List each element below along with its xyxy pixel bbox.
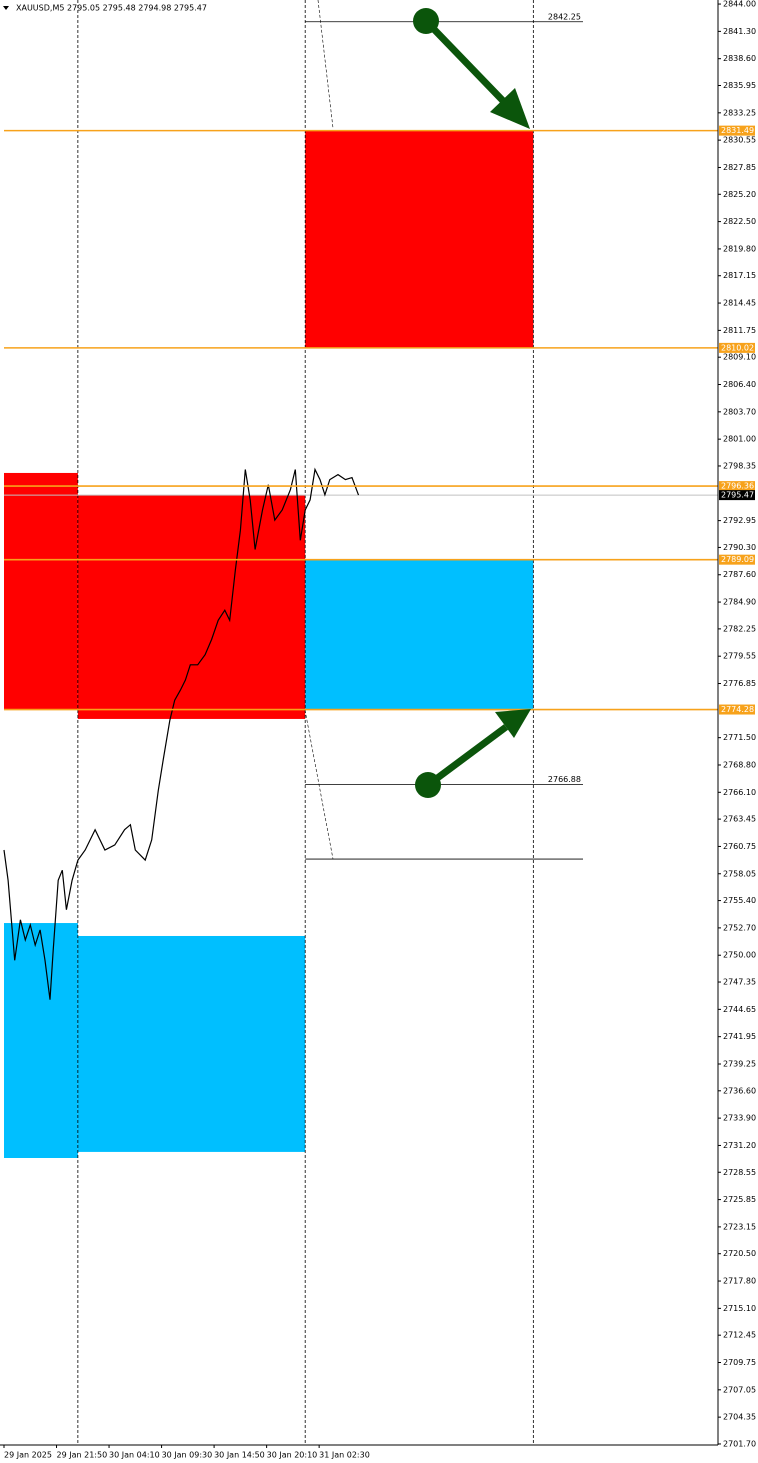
y-tick-label: 2728.55: [723, 1168, 756, 1177]
y-tick-label: 2715.10: [723, 1304, 756, 1313]
y-tick-label: 2803.70: [723, 407, 756, 416]
y-tick-label: 2720.50: [723, 1249, 756, 1258]
y-tick-label: 2768.80: [723, 760, 756, 769]
y-tick-label: 2741.95: [723, 1032, 756, 1041]
level-label-box: [719, 481, 755, 492]
y-tick-label: 2835.95: [723, 81, 756, 90]
x-tick-label: 30 Jan 09:30: [162, 1451, 213, 1460]
y-tick-label: 2790.30: [723, 543, 756, 552]
price-axis-bg: [718, 0, 758, 1463]
arrow-dot: [413, 8, 439, 34]
current-price-label: 2795.47: [721, 491, 754, 500]
level-label-box: [719, 554, 755, 565]
zone: [305, 130, 534, 348]
y-tick-label: 2717.80: [723, 1277, 756, 1286]
y-tick-label: 2704.35: [723, 1413, 756, 1422]
x-tick-label: 30 Jan 04:10: [109, 1451, 160, 1460]
arrow-head: [495, 709, 531, 738]
level-label: 2810.02: [721, 343, 754, 352]
x-tick-label: 30 Jan 14:50: [214, 1451, 265, 1460]
y-tick-label: 2801.00: [723, 435, 756, 444]
target-label: 2842.25: [548, 12, 581, 21]
y-tick-label: 2736.60: [723, 1086, 756, 1095]
y-tick-label: 2792.95: [723, 516, 756, 525]
y-tick-label: 2771.50: [723, 733, 756, 742]
y-tick-label: 2750.00: [723, 951, 756, 960]
y-tick-label: 2752.70: [723, 923, 756, 932]
chart-title: XAUUSD,M5 2795.05 2795.48 2794.98 2795.4…: [16, 4, 207, 13]
y-tick-label: 2776.85: [723, 679, 756, 688]
y-tick-label: 2725.85: [723, 1195, 756, 1204]
level-label: 2789.09: [721, 555, 754, 564]
arrow-shaft: [423, 18, 511, 109]
y-tick-label: 2825.20: [723, 190, 756, 199]
y-tick-label: 2817.15: [723, 271, 756, 280]
y-tick-label: 2809.10: [723, 353, 756, 362]
y-tick-label: 2811.75: [723, 326, 756, 335]
y-tick-label: 2758.05: [723, 869, 756, 878]
y-tick-label: 2830.55: [723, 136, 756, 145]
y-tick-label: 2782.25: [723, 624, 756, 633]
trade-arrows: [413, 8, 531, 798]
zone: [4, 472, 78, 710]
y-tick-label: 2784.90: [723, 598, 756, 607]
y-tick-label: 2733.90: [723, 1114, 756, 1123]
zone: [77, 495, 306, 719]
x-tick-label: 31 Jan 02:30: [319, 1451, 370, 1460]
y-tick-label: 2739.25: [723, 1059, 756, 1068]
target-label: 2766.88: [548, 775, 581, 784]
current-price-box: [719, 490, 755, 501]
x-tick-label: 29 Jan 2025: [4, 1451, 52, 1460]
y-tick-label: 2766.10: [723, 788, 756, 797]
y-tick-label: 2709.75: [723, 1358, 756, 1367]
arrow-shaft: [425, 724, 509, 788]
y-tick-label: 2844.00: [723, 0, 756, 9]
level-label-box: [719, 125, 755, 136]
y-tick-label: 2760.75: [723, 842, 756, 851]
y-tick-label: 2819.80: [723, 244, 756, 253]
zone: [305, 559, 534, 710]
zone: [4, 923, 78, 1158]
level-label-box: [719, 342, 755, 353]
y-tick-label: 2779.55: [723, 652, 756, 661]
y-tick-label: 2723.15: [723, 1222, 756, 1231]
y-tick-label: 2838.60: [723, 54, 756, 63]
x-tick-label: 29 Jan 21:50: [57, 1451, 108, 1460]
menu-icon[interactable]: [3, 6, 9, 10]
arrow-dot: [415, 772, 441, 798]
y-tick-label: 2822.50: [723, 217, 756, 226]
arrow-head: [490, 88, 530, 129]
y-tick-label: 2806.40: [723, 380, 756, 389]
y-tick-label: 2747.35: [723, 978, 756, 987]
y-tick-label: 2755.40: [723, 896, 756, 905]
y-tick-label: 2701.70: [723, 1439, 756, 1448]
y-tick-label: 2827.85: [723, 163, 756, 172]
x-tick-label: 30 Jan 20:10: [267, 1451, 318, 1460]
level-label: 2831.49: [721, 126, 754, 135]
y-tick-label: 2798.35: [723, 461, 756, 470]
y-tick-label: 2833.25: [723, 108, 756, 117]
y-tick-label: 2763.45: [723, 815, 756, 824]
y-tick-label: 2712.45: [723, 1331, 756, 1340]
y-tick-label: 2841.30: [723, 27, 756, 36]
zone: [77, 935, 306, 1152]
y-tick-label: 2731.20: [723, 1141, 756, 1150]
level-label-box: [719, 704, 755, 715]
price-line: [3, 467, 360, 1000]
y-tick-label: 2744.65: [723, 1005, 756, 1014]
y-tick-label: 2707.05: [723, 1385, 756, 1394]
level-label: 2796.36: [721, 482, 754, 491]
y-tick-label: 2787.60: [723, 570, 756, 579]
level-label: 2774.28: [721, 705, 754, 714]
projection-line: [317, 0, 334, 129]
y-tick-label: 2814.45: [723, 299, 756, 308]
time-axis-bg: [0, 1445, 758, 1463]
